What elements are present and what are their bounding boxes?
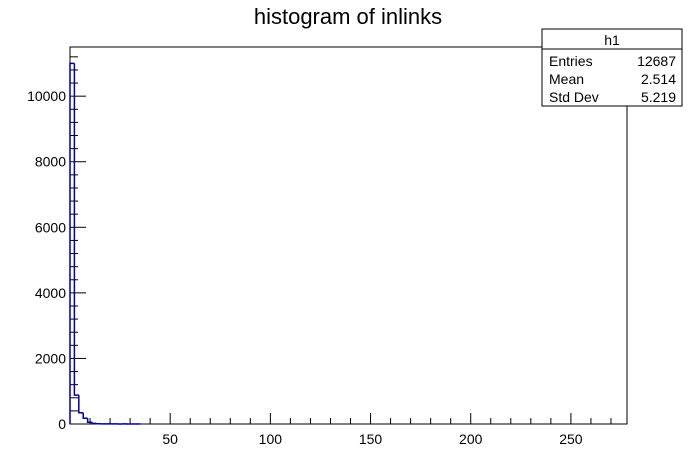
stats-value-stddev: 5.219 bbox=[641, 89, 676, 105]
y-tick-label: 0 bbox=[58, 416, 66, 432]
histogram-bin bbox=[82, 412, 88, 420]
histogram-bin bbox=[69, 62, 75, 424]
histogram-bin bbox=[78, 395, 84, 414]
y-tick-label: 4000 bbox=[35, 285, 66, 301]
x-tick-label: 200 bbox=[459, 431, 483, 447]
histogram-bin bbox=[91, 422, 97, 425]
stats-label-mean: Mean bbox=[549, 71, 584, 87]
stats-value-mean: 2.514 bbox=[641, 71, 676, 87]
y-tick-label: 10000 bbox=[27, 88, 66, 104]
x-tick-label: 100 bbox=[259, 431, 283, 447]
y-tick-label: 6000 bbox=[35, 219, 66, 235]
chart-title: histogram of inlinks bbox=[254, 4, 442, 29]
x-tick-label: 150 bbox=[359, 431, 383, 447]
stats-value-entries: 12687 bbox=[637, 53, 676, 69]
x-tick-label: 250 bbox=[559, 431, 583, 447]
y-tick-label: 8000 bbox=[35, 154, 66, 170]
stats-label-entries: Entries bbox=[549, 53, 593, 69]
y-tick-label: 2000 bbox=[35, 350, 66, 366]
stats-label-stddev: Std Dev bbox=[549, 89, 599, 105]
x-tick-label: 50 bbox=[162, 431, 178, 447]
histogram-bin bbox=[86, 418, 93, 424]
stats-box-frame bbox=[541, 28, 683, 107]
histogram-bin bbox=[73, 63, 79, 396]
stats-title: h1 bbox=[604, 32, 620, 48]
stats-box: h1 Entries 12687 Mean 2.514 Std Dev 5.21… bbox=[541, 28, 683, 107]
